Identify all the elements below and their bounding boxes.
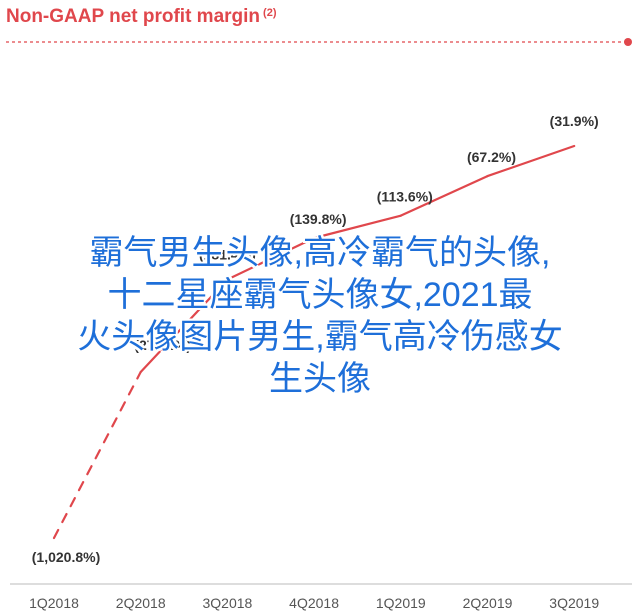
x-tick-label-2Q2018: 2Q2018 — [116, 595, 166, 611]
data-label-2Q2018: (274.1%) — [134, 337, 191, 353]
series-segment-3 — [226, 236, 316, 281]
series-segment-4 — [313, 214, 402, 240]
data-label-3Q2018: (181.4%) — [199, 247, 256, 263]
x-tick-label-3Q2018: 3Q2018 — [202, 595, 252, 611]
data-label-2Q2019: (67.2%) — [467, 149, 516, 165]
x-tick-label-1Q2018: 1Q2018 — [29, 595, 79, 611]
series-segment-6 — [486, 144, 576, 178]
chart-title-text: Non-GAAP net profit margin — [6, 6, 261, 27]
data-label-1Q2019: (113.6%) — [377, 189, 433, 205]
series-segment-2 — [139, 278, 229, 374]
title-rule-end-dot — [624, 38, 632, 46]
series-segment-5 — [399, 174, 489, 217]
x-tick-label-3Q2019: 3Q2019 — [549, 595, 599, 611]
data-label-4Q2018: (139.8%) — [290, 211, 347, 227]
x-tick-label-2Q2019: 2Q2019 — [463, 595, 513, 611]
chart-title-footnote: (2) — [263, 7, 277, 19]
x-tick-label-1Q2019: 1Q2019 — [376, 595, 426, 611]
x-tick-label-4Q2018: 4Q2018 — [289, 595, 339, 611]
chart-title: Non-GAAP net profit margin (2) — [6, 6, 277, 28]
data-label-1Q2018: (1,020.8%) — [32, 549, 100, 565]
series-segment-1 — [52, 370, 142, 540]
data-label-3Q2019: (31.9%) — [550, 113, 599, 129]
